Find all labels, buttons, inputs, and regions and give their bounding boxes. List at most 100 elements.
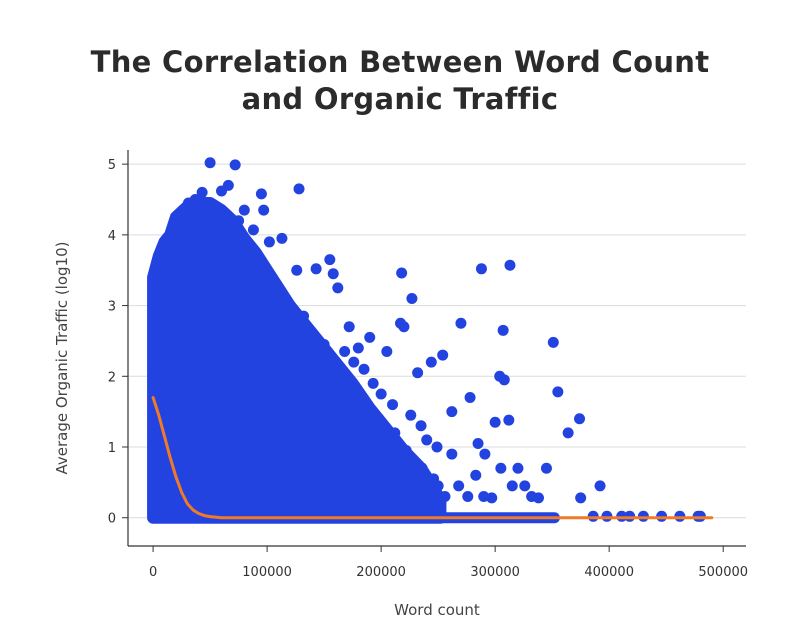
scatter-point	[215, 185, 227, 197]
scatter-point	[238, 204, 250, 216]
scatter-point	[503, 414, 515, 426]
scatter-point	[229, 159, 241, 171]
scatter-point	[250, 261, 262, 273]
scatter-point	[519, 480, 531, 492]
scatter-point	[255, 188, 267, 200]
scatter-point	[389, 427, 401, 439]
y-tick-label: 0	[108, 512, 116, 527]
scatter-point	[339, 346, 351, 358]
scatter-point	[416, 462, 428, 474]
scatter-point	[455, 317, 467, 329]
scatter-point	[196, 186, 208, 198]
x-tick-label: 300000	[470, 565, 520, 580]
scatter-point	[574, 413, 586, 425]
scatter-point	[193, 225, 205, 237]
scatter-point	[462, 491, 474, 502]
scatter-point	[575, 492, 587, 504]
scatter-point	[425, 356, 437, 368]
scatter-point	[361, 473, 373, 485]
scatter-point	[182, 197, 194, 209]
scatter-point	[241, 254, 253, 266]
scatter-point	[405, 409, 417, 421]
x-tick-label: 200000	[356, 565, 406, 580]
x-axis-label: Word count	[394, 601, 480, 619]
scatter-point	[258, 204, 270, 216]
scatter-point	[318, 338, 330, 350]
chart-title-line-1: The Correlation Between Word Count	[90, 45, 710, 79]
point-cloud-area	[147, 197, 447, 524]
scatter-point	[512, 462, 524, 474]
scatter-point	[479, 448, 491, 460]
scatter-point	[170, 218, 182, 230]
scatter-point	[552, 386, 564, 398]
scatter-point	[352, 342, 364, 354]
scatter-point	[276, 232, 288, 244]
scatter-point	[432, 480, 444, 492]
scatter-point	[293, 183, 305, 195]
axes	[122, 150, 746, 552]
scatter-point	[168, 252, 180, 264]
scatter-point	[540, 462, 552, 474]
y-tick-label: 4	[108, 229, 116, 244]
scatter-point	[387, 399, 399, 411]
scatter-point	[348, 356, 360, 368]
scatter-point	[439, 491, 451, 502]
x-tick-label: 0	[149, 565, 157, 580]
scatter-point	[227, 243, 239, 255]
scatter-point	[371, 448, 383, 460]
scatter-point	[282, 296, 294, 308]
x-tick-label: 500000	[698, 565, 748, 580]
scatter-point	[213, 232, 225, 244]
scatter-point	[453, 480, 465, 492]
trend-line	[151, 396, 714, 520]
chart-title-line-2: and Organic Traffic	[241, 82, 559, 116]
scatter-point	[324, 254, 336, 266]
scatter-point	[186, 215, 198, 227]
chart-title: The Correlation Between Word Count and O…	[0, 44, 800, 118]
scatter-point	[270, 285, 282, 297]
scatter-point	[211, 206, 223, 218]
scatter-point	[475, 263, 487, 275]
scatter-point	[330, 402, 342, 414]
scatter-point	[176, 208, 188, 220]
scatter-point	[396, 267, 408, 279]
y-tick-label: 1	[108, 441, 116, 456]
scatter-point	[504, 259, 516, 271]
scatter-point	[464, 392, 476, 403]
scatter-point	[495, 462, 507, 474]
scatter-point	[204, 157, 216, 169]
scatter-point	[526, 491, 538, 502]
scatter-point	[506, 480, 518, 492]
scatter-point	[408, 491, 420, 502]
scatter-point	[379, 491, 391, 502]
x-tick-label: 400000	[584, 565, 634, 580]
scatter-point	[446, 448, 458, 460]
x-tick-label: 100000	[242, 565, 292, 580]
scatter-point	[312, 384, 324, 396]
scatter-point	[291, 264, 303, 276]
scatter-point	[358, 363, 370, 375]
scatter-point	[478, 491, 490, 502]
scatter-point	[200, 201, 212, 213]
scatter-point	[391, 480, 403, 492]
scatter-point	[220, 211, 232, 223]
scatter-points	[168, 157, 706, 522]
trend-line-group	[151, 396, 714, 520]
scatter-point	[400, 445, 412, 457]
scatter-point	[421, 434, 433, 446]
scatter-point	[489, 416, 501, 428]
scatter-point	[431, 441, 443, 453]
scatter-point	[233, 215, 245, 227]
scatter-point	[375, 388, 387, 400]
scatter-point	[412, 367, 424, 379]
y-tick-label: 3	[108, 300, 116, 315]
scatter-point	[373, 413, 385, 425]
y-tick-label: 2	[108, 370, 116, 385]
scatter-point	[364, 331, 376, 343]
scatter-point	[298, 310, 310, 322]
scatter-point	[594, 480, 606, 492]
scatter-point	[327, 268, 339, 280]
tick-labels: 0 1 2 3 4 5 0 100000 200000 300000 400000 500000	[108, 158, 748, 580]
y-tick-label: 5	[108, 158, 116, 173]
